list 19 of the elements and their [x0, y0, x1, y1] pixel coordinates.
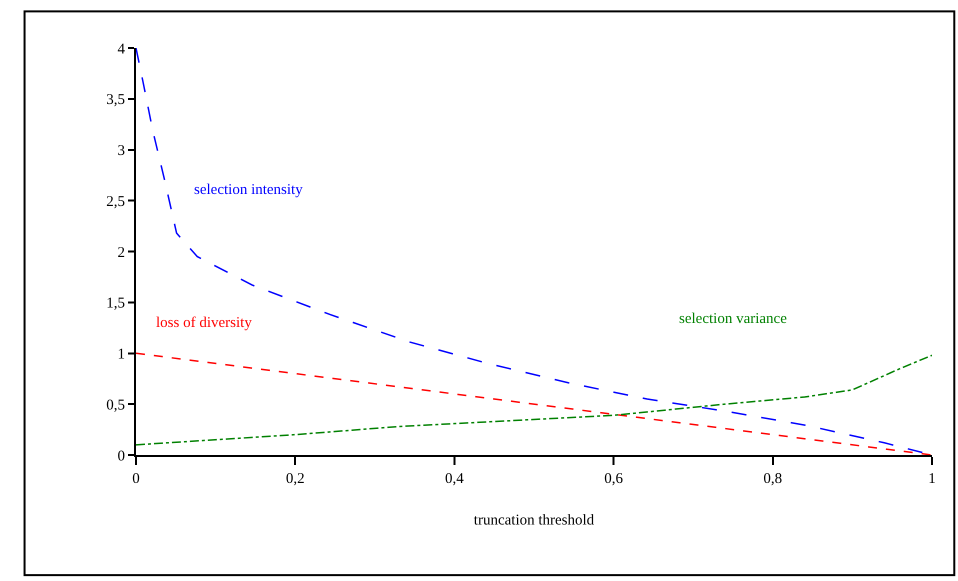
- y-tick-label: 4: [118, 41, 126, 58]
- y-tick-label: 0: [118, 448, 125, 464]
- x-tick-label: 1: [928, 471, 936, 487]
- x-axis-title: truncation threshold: [474, 512, 595, 528]
- x-tick-label: 0,4: [445, 471, 464, 487]
- y-tick-label: 1,5: [106, 296, 125, 312]
- y-tick-label: 2,5: [106, 194, 125, 210]
- x-tick-label: 0,2: [286, 471, 305, 487]
- series-label: selection intensity: [194, 182, 304, 198]
- y-tick-label: 2: [118, 244, 125, 261]
- y-tick-label: 3: [118, 143, 125, 159]
- y-tick-label: 0,5: [106, 397, 125, 414]
- x-tick-label: 0,6: [604, 471, 624, 487]
- text: selection variance: [679, 311, 788, 327]
- y-tick-label: 3,5: [106, 92, 125, 108]
- x-tick-label: 0: [132, 471, 140, 487]
- x-tick-label: 0,8: [763, 471, 782, 487]
- series-label: loss of diversity: [156, 315, 252, 331]
- y-tick-label: 1: [118, 346, 125, 362]
